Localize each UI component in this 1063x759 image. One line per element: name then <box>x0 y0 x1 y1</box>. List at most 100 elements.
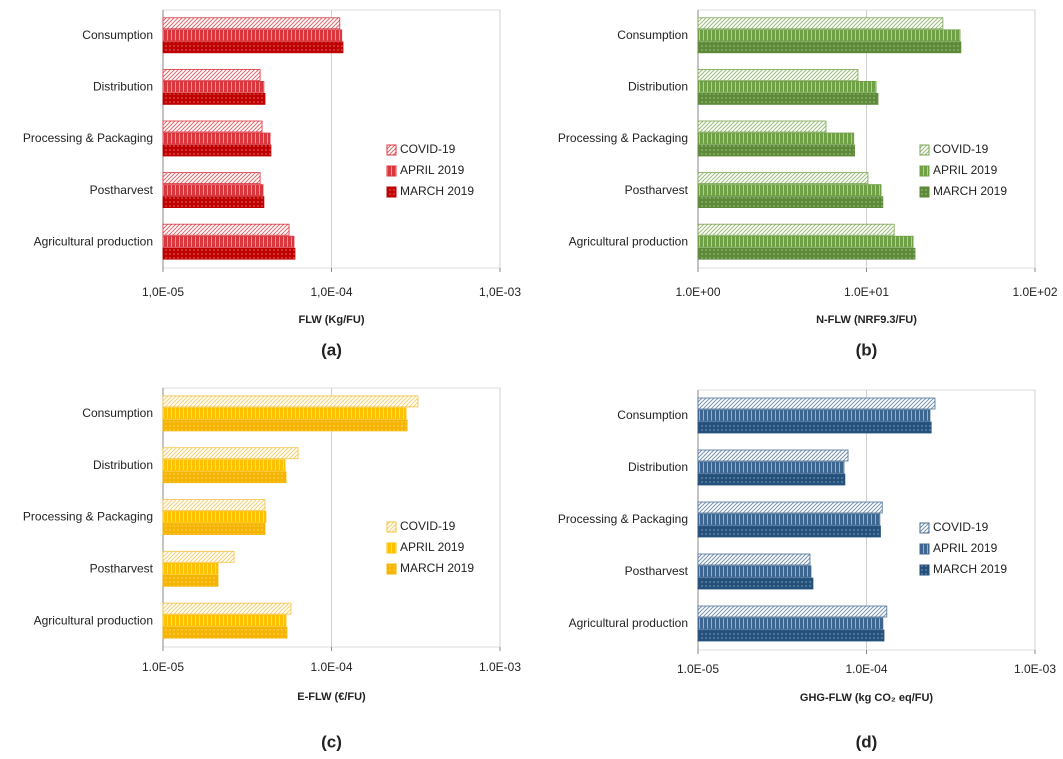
x-axis-label: N-FLW (NRF9.3/FU) <box>816 314 917 326</box>
bar <box>162 471 287 484</box>
bar <box>697 409 931 422</box>
bar <box>162 602 292 615</box>
bar <box>697 69 859 81</box>
category-label: Consumption <box>617 408 688 422</box>
category-label: Postharvest <box>625 564 689 578</box>
bar <box>162 511 267 523</box>
bar <box>162 523 266 535</box>
bar <box>162 223 290 236</box>
x-axis-label: FLW (Kg/FU) <box>299 314 365 326</box>
category-label: Postharvest <box>90 183 154 197</box>
bar <box>697 553 811 566</box>
x-tick-label: 1,0E-05 <box>142 285 184 299</box>
category-label: Agricultural production <box>34 234 153 248</box>
bar <box>697 17 944 30</box>
x-tick-label: 1,0E-03 <box>479 285 521 299</box>
bar <box>162 235 295 248</box>
category-label: Postharvest <box>90 561 154 575</box>
bar <box>162 626 288 639</box>
bar <box>162 395 419 408</box>
bar <box>162 407 407 420</box>
legend-swatch <box>919 522 930 534</box>
bar <box>162 172 261 185</box>
bar <box>697 29 961 42</box>
legend-swatch <box>919 165 930 177</box>
bar <box>162 69 261 81</box>
x-tick-label: 1.0E+01 <box>844 285 889 299</box>
legend-swatch <box>386 186 397 198</box>
bar <box>162 574 219 587</box>
bar <box>697 617 884 630</box>
legend-label: MARCH 2019 <box>933 562 1007 576</box>
category-label: Distribution <box>628 80 688 94</box>
category-label: Processing & Packaging <box>23 131 153 145</box>
bar <box>697 223 895 236</box>
legend-label: COVID-19 <box>400 519 456 533</box>
category-label: Processing & Packaging <box>558 131 688 145</box>
category-label: Postharvest <box>625 183 689 197</box>
bar <box>162 144 272 157</box>
bar <box>162 614 287 627</box>
category-label: Processing & Packaging <box>23 510 153 524</box>
bar <box>162 29 343 42</box>
legend-label: APRIL 2019 <box>933 541 998 555</box>
panel-label: (a) <box>321 340 342 359</box>
bar <box>697 605 888 618</box>
category-label: Consumption <box>82 406 153 420</box>
bar <box>697 235 914 248</box>
x-tick-label: 1.0E+02 <box>1012 285 1057 299</box>
panel-label: (d) <box>856 732 878 751</box>
bar <box>697 397 936 410</box>
bar <box>162 132 271 145</box>
legend-label: COVID-19 <box>933 520 989 534</box>
legend-label: APRIL 2019 <box>400 163 465 177</box>
x-tick-label: 1.0E-05 <box>677 662 719 676</box>
bar <box>697 41 962 54</box>
x-tick-label: 1,0E-04 <box>310 285 352 299</box>
legend-label: APRIL 2019 <box>400 540 465 554</box>
x-tick-label: 1.0E+00 <box>675 285 720 299</box>
category-label: Distribution <box>628 460 688 474</box>
bar <box>697 513 881 526</box>
x-tick-label: 1.0E-03 <box>1014 662 1056 676</box>
legend-label: MARCH 2019 <box>933 184 1007 198</box>
bar <box>697 144 856 157</box>
bar <box>162 459 286 472</box>
legend-swatch <box>919 543 930 555</box>
bar <box>162 184 264 197</box>
bar <box>697 525 881 538</box>
bar <box>697 501 883 514</box>
bar <box>162 93 266 105</box>
bar <box>162 550 235 563</box>
legend-swatch <box>919 144 930 156</box>
bar <box>697 461 845 474</box>
bar <box>162 120 263 133</box>
bar <box>697 565 812 578</box>
bar <box>162 17 341 30</box>
legend-swatch <box>386 521 397 533</box>
bar <box>162 562 219 575</box>
category-label: Agricultural production <box>34 613 153 627</box>
x-axis-label: E-FLW (€/FU) <box>297 691 366 703</box>
bar <box>162 81 265 93</box>
category-label: Distribution <box>93 458 153 472</box>
legend-swatch <box>919 564 930 576</box>
bar <box>697 81 877 93</box>
legend-label: COVID-19 <box>933 142 989 156</box>
bar <box>162 499 266 511</box>
bar <box>697 196 884 209</box>
bar <box>162 41 344 54</box>
legend-swatch <box>919 186 930 198</box>
legend-swatch <box>386 165 397 177</box>
bar <box>697 421 932 434</box>
legend-label: MARCH 2019 <box>400 184 474 198</box>
bar <box>697 132 855 145</box>
x-tick-label: 1.0E-04 <box>310 660 352 674</box>
legend-swatch <box>386 542 397 554</box>
category-label: Agricultural production <box>569 234 688 248</box>
category-label: Distribution <box>93 80 153 94</box>
bar <box>697 93 879 105</box>
bar <box>162 419 408 432</box>
